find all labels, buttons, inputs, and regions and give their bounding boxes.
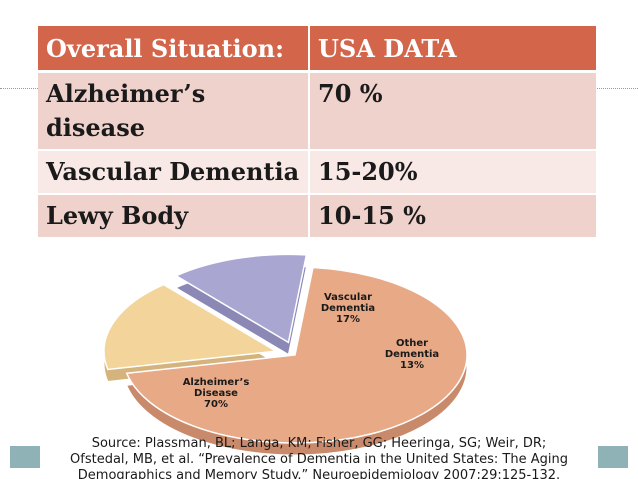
source-line-3: Demographics and Memory Study.” Neuroepi… <box>77 468 561 479</box>
table-header-situation: Overall Situation: <box>38 26 310 73</box>
pie-slice-alzheimer-s <box>125 266 468 444</box>
table-cell-percentage: 15-20% <box>310 151 596 195</box>
right-accent-bar <box>598 446 628 468</box>
table-cell-condition: Alzheimer’s disease <box>38 73 310 151</box>
left-accent-bar <box>10 446 40 468</box>
pie-slice-vascular <box>103 283 279 371</box>
pie-slice-label: Alzheimer’s Disease 70% <box>183 377 250 410</box>
table-cell-condition: Lewy Body <box>38 195 310 239</box>
source-line-2: Ofstedal, MB, et al. “Prevalence of Deme… <box>70 452 568 467</box>
source-citation: Source: Plassman, BL; Langa, KM; Fisher,… <box>0 436 638 479</box>
pie-slice-label: Vascular Dementia 17% <box>321 292 375 325</box>
table-cell-percentage: 10-15 % <box>310 195 596 239</box>
pie-slice-other <box>174 253 308 344</box>
table-header-usa-data: USA DATA <box>310 26 596 73</box>
table-row: Alzheimer’s disease 70 % <box>38 73 596 151</box>
table-cell-condition: Vascular Dementia <box>38 151 310 195</box>
pie-slice-label: Other Dementia 13% <box>385 338 439 371</box>
source-line-1: Source: Plassman, BL; Langa, KM; Fisher,… <box>91 436 547 451</box>
table-row: Lewy Body 10-15 % <box>38 195 596 239</box>
dementia-data-table: Overall Situation: USA DATA Alzheimer’s … <box>38 26 596 239</box>
table-header-row: Overall Situation: USA DATA <box>38 26 596 73</box>
table-row: Vascular Dementia 15-20% <box>38 151 596 195</box>
table-cell-percentage: 70 % <box>310 73 596 151</box>
